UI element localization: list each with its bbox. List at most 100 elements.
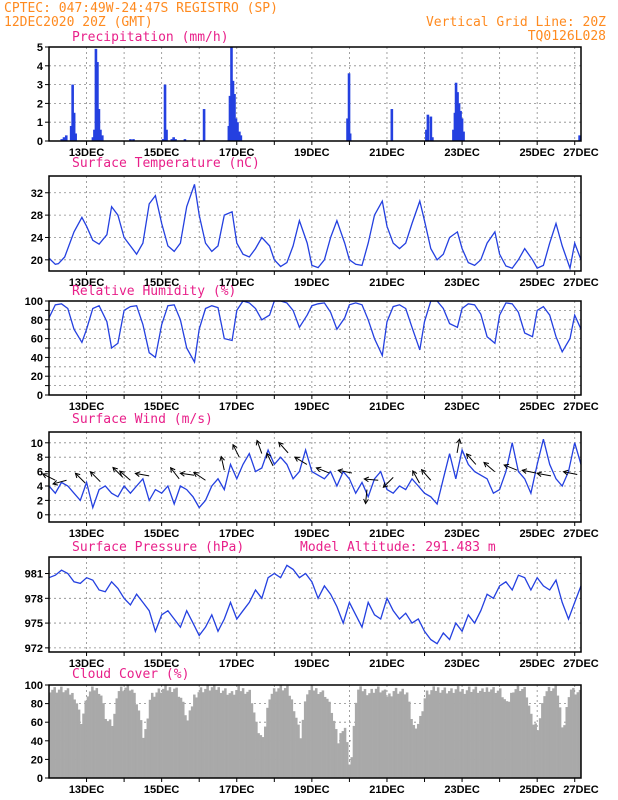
wind-arrow-head	[41, 473, 48, 479]
cloud-bar	[523, 687, 526, 778]
cloud-bar	[461, 688, 464, 778]
cloud-bar	[128, 690, 132, 778]
cloud-bar	[57, 689, 61, 778]
cloud-bar	[208, 690, 212, 778]
cloud-bar	[516, 685, 520, 778]
cloud-bar	[470, 691, 473, 778]
wind-arrow	[179, 470, 195, 477]
wind-arrow	[169, 466, 180, 480]
y-tick-label: 2	[37, 98, 43, 110]
cloud-bar	[217, 687, 220, 778]
header-run-time: 12DEC2020 20Z (GMT)	[4, 15, 153, 30]
cloud-bar	[498, 688, 502, 778]
y-tick-label: 32	[31, 188, 43, 200]
cloud-bar	[569, 689, 573, 778]
precip-bar	[454, 82, 458, 141]
wind-arrow-head	[293, 456, 300, 462]
wind-arrow-head	[420, 468, 427, 475]
cloud-bar	[374, 688, 378, 778]
precip-bar	[170, 139, 174, 141]
cloud-bar	[397, 693, 400, 778]
cloud-bar	[494, 692, 498, 778]
cloud-bar	[86, 696, 90, 778]
cloud-bar	[162, 688, 165, 778]
wind-arrow	[483, 461, 495, 472]
x-tick-label: 23DEC	[444, 528, 480, 540]
precip-bar	[234, 118, 238, 141]
x-tick-label: 15DEC	[144, 147, 180, 159]
cloud-bar	[326, 698, 329, 778]
wind-arrow-head	[118, 470, 125, 476]
panel-title: Cloud Cover (%)	[72, 667, 189, 682]
cloud-bar	[157, 688, 161, 778]
cloud-bar	[93, 690, 96, 778]
cloud-bar	[414, 728, 418, 778]
cloud-bar	[153, 696, 156, 778]
cloud-bar	[255, 721, 258, 778]
wind-arrow-shaft	[193, 472, 206, 481]
y-tick-label: 28	[31, 210, 43, 222]
precip-bar	[72, 112, 76, 141]
cloud-bar	[408, 701, 411, 778]
cloud-bar	[51, 689, 54, 778]
cloud-bar	[257, 733, 260, 778]
cloud-bar	[505, 701, 509, 778]
x-tick-label: 15DEC	[144, 784, 180, 796]
cloud-bar	[310, 685, 314, 778]
cloud-bar	[527, 705, 531, 778]
cloud-bar	[485, 687, 489, 778]
wind-arrow	[118, 470, 131, 481]
cloud-bar	[155, 692, 158, 778]
precip-bar	[161, 139, 165, 141]
x-tick-label: 23DEC	[444, 658, 480, 670]
cloud-bar	[301, 719, 305, 778]
cloud-bar	[88, 691, 92, 778]
x-tick-label: 23DEC	[444, 784, 480, 796]
x-tick-label: 25DEC	[519, 277, 555, 289]
x-tick-label: 13DEC	[69, 784, 105, 796]
cloud-bar	[124, 687, 127, 778]
precip-bar	[174, 139, 177, 141]
cloud-bar	[186, 720, 189, 778]
precip-bar	[236, 122, 239, 141]
cloud-bar	[177, 696, 181, 778]
cloud-bar	[190, 706, 194, 778]
y-tick-label: 20	[31, 371, 43, 383]
cloud-bar	[64, 690, 68, 778]
cloud-bar	[434, 690, 438, 778]
wind-arrow-shaft	[180, 472, 195, 476]
panel-3: Relative Humidity (%) 0 20 40 60 80 100 13DEC 15…	[25, 284, 599, 413]
cloud-bar	[341, 731, 345, 778]
cloud-bar	[454, 689, 458, 778]
precip-bar	[101, 135, 104, 141]
precip-bar	[91, 137, 95, 141]
cloud-bar	[490, 689, 493, 778]
x-tick-label: 17DEC	[219, 147, 255, 159]
wind-arrow-head	[179, 470, 186, 477]
cloud-bar	[476, 692, 480, 778]
cloud-bar	[117, 691, 121, 778]
panel-title: Relative Humidity (%)	[72, 284, 236, 299]
cloud-bar	[441, 690, 444, 778]
precip-bar	[94, 48, 98, 141]
wind-arrow-shaft	[232, 444, 240, 458]
cloud-bar	[423, 698, 427, 778]
cloud-bar	[264, 726, 267, 778]
cloud-bar	[549, 690, 553, 778]
y-tick-label: 60	[31, 717, 43, 729]
wind-arrow-head	[456, 438, 462, 445]
wind-arrow-head	[112, 466, 118, 473]
wind-arrow-head	[232, 443, 238, 450]
x-tick-label: 13DEC	[69, 401, 105, 413]
cloud-bar	[179, 697, 183, 778]
cloud-bar	[361, 691, 365, 778]
cloud-bar	[372, 692, 376, 778]
x-tick-label: 21DEC	[369, 401, 405, 413]
cloud-bar	[472, 689, 475, 778]
series-line	[48, 300, 582, 365]
y-tick-label: 6	[37, 467, 43, 479]
cloud-bar	[368, 693, 371, 778]
wind-arrow-shaft	[75, 472, 86, 484]
y-tick-label: 100	[25, 296, 43, 308]
panel-frame	[48, 46, 582, 142]
